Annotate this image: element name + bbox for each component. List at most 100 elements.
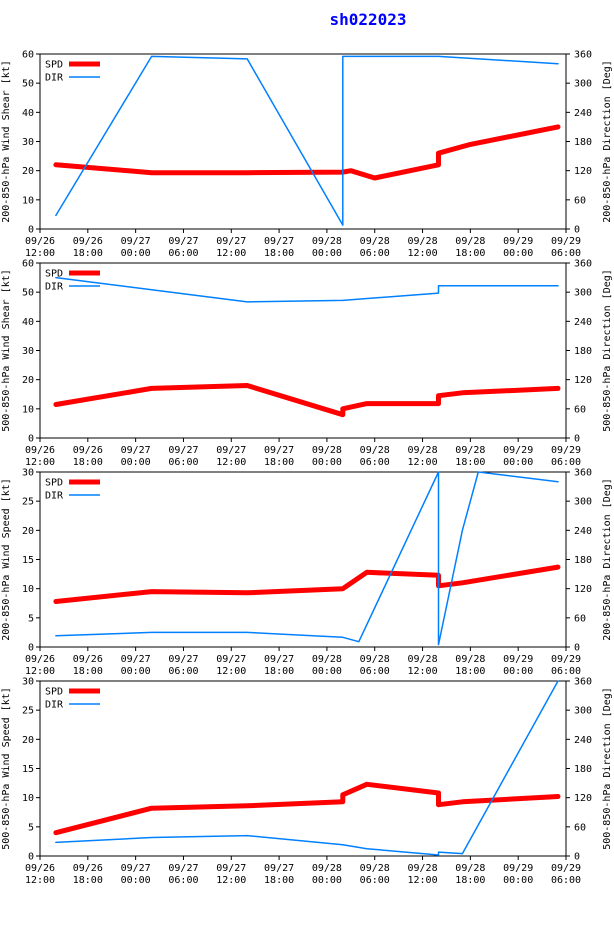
y-left-tick-label: 5 [28, 613, 34, 624]
x-tick-time-label: 12:00 [216, 457, 246, 468]
y-right-tick-label: 360 [574, 677, 592, 688]
x-tick-time-label: 18:00 [264, 875, 294, 886]
x-tick-date-label: 09/27 [216, 654, 246, 665]
x-tick-date-label: 09/26 [73, 863, 103, 874]
series-line-dir [55, 55, 559, 226]
y-right-tick-label: 240 [574, 317, 592, 328]
plot-frame [39, 262, 567, 439]
y-right-axis-label: 200-850-hPa Direction [Deg] [602, 478, 613, 641]
x-tick-date-label: 09/28 [360, 236, 390, 247]
x-tick-time-label: 06:00 [551, 666, 581, 677]
x-tick-date-label: 09/28 [360, 654, 390, 665]
y-right-tick-label: 120 [574, 375, 592, 386]
y-left-axis-label: 500-850-hPa Wind Speed [kt] [1, 687, 12, 850]
y-right-tick-label: 0 [574, 852, 580, 863]
y-right-tick-label: 0 [574, 225, 580, 236]
y-left-tick-label: 30 [22, 346, 34, 357]
x-tick-date-label: 09/29 [551, 445, 581, 456]
x-tick-time-label: 06:00 [168, 666, 198, 677]
y-left-tick-label: 40 [22, 317, 34, 328]
y-right-tick-label: 360 [574, 50, 592, 61]
y-right-tick-label: 180 [574, 346, 592, 357]
y-left-tick-label: 0 [28, 225, 34, 236]
y-right-tick-label: 180 [574, 764, 592, 775]
series-line-spd [53, 124, 561, 181]
y-right-tick-label: 240 [574, 735, 592, 746]
x-tick-date-label: 09/26 [25, 654, 55, 665]
x-tick-time-label: 00:00 [503, 457, 533, 468]
series-line-dir [55, 276, 559, 303]
x-tick-time-label: 06:00 [168, 248, 198, 259]
x-tick-time-label: 18:00 [455, 248, 485, 259]
x-tick-time-label: 00:00 [503, 875, 533, 886]
y-left-axis-label: 200-850-hPa Wind Speed [kt] [1, 478, 12, 641]
x-tick-time-label: 06:00 [551, 875, 581, 886]
x-tick-date-label: 09/28 [312, 863, 342, 874]
x-tick-date-label: 09/28 [455, 236, 485, 247]
y-left-tick-label: 0 [28, 852, 34, 863]
y-left-tick-label: 40 [22, 108, 34, 119]
x-tick-time-label: 00:00 [312, 875, 342, 886]
x-tick-date-label: 09/28 [407, 236, 437, 247]
y-left-tick-label: 10 [22, 584, 34, 595]
x-tick-time-label: 12:00 [25, 666, 55, 677]
chart-panel-4: 05101520253006012018024030036009/2612:00… [1, 677, 613, 887]
x-tick-time-label: 00:00 [312, 666, 342, 677]
x-tick-date-label: 09/29 [503, 236, 533, 247]
x-tick-time-label: 00:00 [503, 248, 533, 259]
x-tick-time-label: 12:00 [25, 248, 55, 259]
x-tick-time-label: 18:00 [455, 875, 485, 886]
series-line-dir [55, 471, 559, 646]
x-tick-date-label: 09/28 [455, 445, 485, 456]
y-right-tick-label: 300 [574, 288, 592, 299]
y-left-tick-label: 20 [22, 735, 34, 746]
x-tick-time-label: 00:00 [121, 457, 151, 468]
x-tick-time-label: 06:00 [360, 457, 390, 468]
y-left-tick-label: 15 [22, 764, 34, 775]
y-right-tick-label: 300 [574, 497, 592, 508]
y-right-tick-label: 60 [574, 822, 586, 833]
x-tick-date-label: 09/29 [551, 236, 581, 247]
legend-label-dir: DIR [45, 700, 64, 711]
x-tick-date-label: 09/29 [503, 863, 533, 874]
x-tick-date-label: 09/28 [312, 445, 342, 456]
x-tick-date-label: 09/27 [264, 863, 294, 874]
page-title: sh022023 [329, 10, 406, 29]
y-left-tick-label: 10 [22, 793, 34, 804]
y-left-tick-label: 60 [22, 259, 34, 270]
x-tick-date-label: 09/27 [168, 445, 198, 456]
series-line-spd [53, 383, 561, 418]
y-left-tick-label: 15 [22, 555, 34, 566]
y-right-tick-label: 240 [574, 108, 592, 119]
x-tick-time-label: 12:00 [216, 248, 246, 259]
x-tick-date-label: 09/26 [73, 445, 103, 456]
x-tick-time-label: 18:00 [455, 457, 485, 468]
series-line-spd [53, 781, 561, 836]
legend-label-dir: DIR [45, 282, 64, 293]
y-right-tick-label: 120 [574, 166, 592, 177]
legend-label-spd: SPD [45, 269, 63, 280]
x-tick-date-label: 09/28 [407, 863, 437, 874]
y-left-tick-label: 20 [22, 166, 34, 177]
x-tick-date-label: 09/27 [264, 445, 294, 456]
x-tick-time-label: 18:00 [264, 666, 294, 677]
x-tick-date-label: 09/28 [312, 236, 342, 247]
chart-panel-1: 010203040506006012018024030036009/2612:0… [1, 50, 613, 260]
y-right-tick-label: 300 [574, 706, 592, 717]
x-tick-time-label: 18:00 [73, 248, 103, 259]
x-tick-time-label: 12:00 [407, 666, 437, 677]
y-left-tick-label: 60 [22, 50, 34, 61]
y-left-tick-label: 50 [22, 79, 34, 90]
x-tick-time-label: 12:00 [25, 875, 55, 886]
x-tick-time-label: 18:00 [264, 248, 294, 259]
x-tick-date-label: 09/28 [407, 445, 437, 456]
x-tick-time-label: 18:00 [73, 457, 103, 468]
y-left-tick-label: 30 [22, 468, 34, 479]
y-right-axis-label: 500-850-hPa Direction [Deg] [602, 269, 613, 432]
x-tick-date-label: 09/26 [73, 236, 103, 247]
series-line-spd [53, 564, 561, 604]
chart-panel-3: 05101520253006012018024030036009/2612:00… [1, 468, 613, 678]
y-right-tick-label: 300 [574, 79, 592, 90]
x-tick-time-label: 00:00 [121, 666, 151, 677]
